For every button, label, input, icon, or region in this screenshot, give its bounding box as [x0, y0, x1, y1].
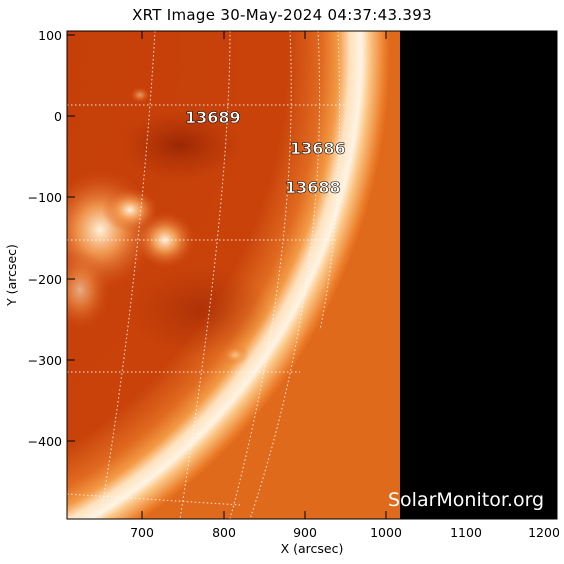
y-axis-ticks	[67, 34, 557, 442]
x-axis-ticks	[141, 31, 547, 519]
y-tick-label: −100	[28, 190, 62, 205]
x-tick-label: 900	[293, 525, 317, 540]
x-tick-label: 1200	[528, 525, 560, 540]
active-region-brightening	[135, 212, 195, 268]
region-label: 13688	[285, 178, 341, 197]
region-label: 13686	[290, 139, 346, 158]
region-label: 13689	[185, 108, 241, 127]
active-region-brightening	[67, 250, 110, 330]
x-tick-label: 700	[130, 525, 154, 540]
watermark: SolarMonitor.org	[388, 489, 544, 511]
y-axis-label: Y (arcsec)	[4, 244, 19, 307]
off-field-black	[400, 31, 557, 519]
y-tick-label: 0	[54, 109, 62, 124]
y-tick-label: −200	[28, 272, 62, 287]
y-tick-labels: 100 0 −100 −200 −300 −400	[28, 28, 62, 449]
active-region-brightening	[102, 188, 158, 232]
bright-point	[130, 87, 150, 103]
x-tick-labels: 700 800 900 1000 1100 1200	[130, 525, 560, 540]
dark-region	[120, 110, 240, 180]
x-tick-label: 1000	[370, 525, 402, 540]
x-tick-label: 800	[212, 525, 236, 540]
x-axis-label: X (arcsec)	[281, 541, 344, 556]
image-title: XRT Image 30-May-2024 04:37:43.393	[132, 6, 432, 24]
dark-region	[130, 265, 270, 355]
solar-image: 13689 13686 13688 SolarMonitor.org	[67, 31, 557, 519]
heliographic-grid	[67, 31, 345, 519]
y-tick-label: −400	[28, 434, 62, 449]
y-tick-label: −300	[28, 353, 62, 368]
x-tick-label: 1100	[450, 525, 482, 540]
plot-frame	[66, 30, 558, 520]
y-tick-label: 100	[38, 28, 62, 43]
active-region-labels: 13689 13686 13688	[185, 108, 346, 198]
